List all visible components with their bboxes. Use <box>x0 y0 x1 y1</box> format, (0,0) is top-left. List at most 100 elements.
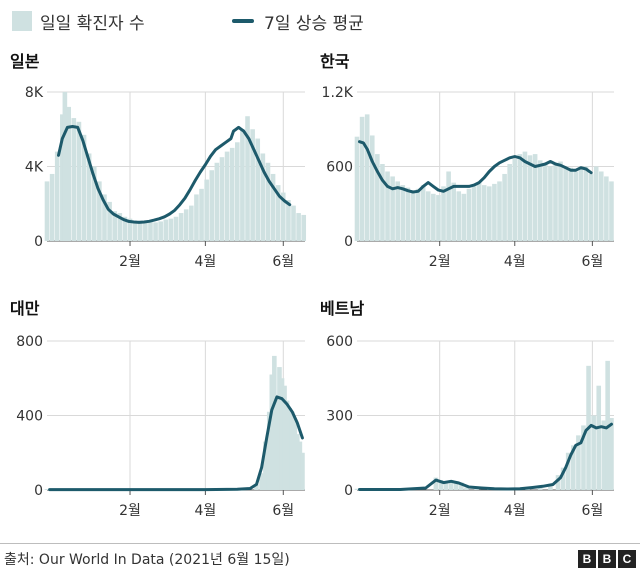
y-tick-label: 600 <box>326 334 353 350</box>
daily-cases-bar <box>512 488 518 490</box>
daily-cases-bar <box>224 151 230 241</box>
source-note: 출처: Our World In Data (2021년 6월 15일) <box>4 552 290 568</box>
daily-cases-bar <box>270 173 276 241</box>
daily-cases-bar <box>596 385 602 490</box>
rolling-average-line <box>358 422 613 491</box>
daily-cases-bar <box>71 118 77 241</box>
daily-cases-bar <box>492 183 497 241</box>
y-tick-label: 600 <box>326 160 353 176</box>
daily-cases-bar <box>66 106 72 242</box>
legend-bars-label: 일일 확진자 수 <box>40 13 145 34</box>
bbc-logo: B B C <box>578 550 636 568</box>
rolling-average-line <box>57 125 292 224</box>
daily-cases-bar <box>604 176 609 241</box>
daily-cases-bar <box>497 181 502 241</box>
daily-cases-bar <box>139 489 144 490</box>
daily-cases-bar <box>453 481 459 490</box>
y-tick-label: 8K <box>25 85 44 101</box>
daily-cases-bar <box>164 489 170 490</box>
daily-cases-bar <box>245 116 250 241</box>
x-tick-label: 6월 <box>581 503 603 519</box>
daily-cases-bar <box>60 114 65 241</box>
daily-cases-bar <box>537 486 543 490</box>
footer-divider <box>0 543 640 544</box>
daily-cases-bar <box>295 434 300 490</box>
daily-cases-bar <box>254 484 259 490</box>
daily-cases-bar <box>502 173 507 241</box>
daily-cases-bar <box>466 188 472 241</box>
daily-cases-bar <box>548 166 553 241</box>
daily-cases-bar <box>609 417 614 490</box>
legend: 일일 확진자 수 7일 상승 평균 <box>12 8 632 34</box>
daily-cases-bar <box>397 488 403 490</box>
daily-cases-bar <box>410 191 416 241</box>
daily-cases-bar <box>190 489 195 490</box>
daily-cases-bar <box>448 480 454 490</box>
daily-cases-bar <box>375 154 380 241</box>
legend-bars: 일일 확진자 수 <box>12 8 145 34</box>
daily-cases-bar <box>255 138 261 241</box>
daily-cases-bar <box>560 467 566 490</box>
daily-cases-bar <box>553 165 558 241</box>
daily-cases-bar <box>265 162 271 241</box>
daily-cases-bar <box>127 218 133 241</box>
daily-cases-bar <box>354 488 360 490</box>
daily-cases-bar <box>609 181 614 241</box>
daily-cases-bar <box>189 205 194 241</box>
x-tick-label: 6월 <box>272 503 294 519</box>
daily-cases-bar <box>240 129 245 241</box>
daily-cases-bar <box>601 420 607 490</box>
daily-cases-bar <box>598 171 604 241</box>
line-swatch-icon <box>232 19 254 23</box>
daily-cases-bar <box>372 488 378 490</box>
daily-cases-bar <box>122 216 128 241</box>
daily-cases-bar <box>229 147 235 241</box>
daily-cases-bar <box>487 186 492 241</box>
y-tick-label: 0 <box>344 234 353 250</box>
bar-swatch-icon <box>12 11 32 31</box>
daily-cases-bar <box>525 487 530 490</box>
daily-cases-bar <box>289 411 295 490</box>
bbc-logo-b2: B <box>598 550 616 568</box>
daily-cases-bar <box>91 166 97 241</box>
daily-cases-bar <box>512 159 518 241</box>
daily-cases-bar <box>354 136 360 241</box>
daily-cases-bar <box>44 181 50 241</box>
daily-cases-bar <box>578 167 584 241</box>
daily-cases-bar <box>199 188 204 241</box>
daily-cases-bar <box>588 173 594 241</box>
daily-cases-bar <box>591 415 596 490</box>
x-tick-label: 4월 <box>194 503 216 519</box>
daily-cases-bar <box>250 129 255 241</box>
daily-cases-bar <box>517 154 523 241</box>
daily-cases-bar <box>86 153 92 241</box>
y-tick-label: 800 <box>16 334 43 350</box>
x-tick-label: 4월 <box>194 254 216 270</box>
daily-cases-bar <box>132 220 138 241</box>
daily-cases-bar <box>158 221 163 241</box>
daily-cases-bar <box>54 151 60 241</box>
daily-cases-bar <box>97 181 102 241</box>
daily-cases-bar <box>461 193 467 241</box>
daily-cases-bar <box>282 385 287 490</box>
daily-cases-bar <box>284 400 290 490</box>
daily-cases-bar <box>446 171 451 241</box>
y-tick-label: 0 <box>34 483 43 499</box>
daily-cases-bar <box>441 186 446 241</box>
x-tick-label: 2월 <box>429 503 451 519</box>
daily-cases-bar <box>260 153 266 241</box>
daily-cases-bar <box>364 114 370 241</box>
daily-cases-bar <box>369 135 375 241</box>
daily-cases-bar <box>296 213 301 241</box>
daily-cases-bar <box>570 445 576 490</box>
daily-cases-bar <box>573 171 579 241</box>
daily-cases-bar <box>204 179 209 241</box>
daily-cases-bar <box>117 213 123 241</box>
daily-cases-bar <box>548 483 553 490</box>
daily-cases-bar <box>277 367 282 490</box>
daily-cases-bar <box>405 187 411 241</box>
daily-cases-bar <box>292 419 298 490</box>
daily-cases-bar <box>274 396 280 490</box>
daily-cases-bar <box>297 441 303 490</box>
daily-cases-bar <box>380 164 385 241</box>
